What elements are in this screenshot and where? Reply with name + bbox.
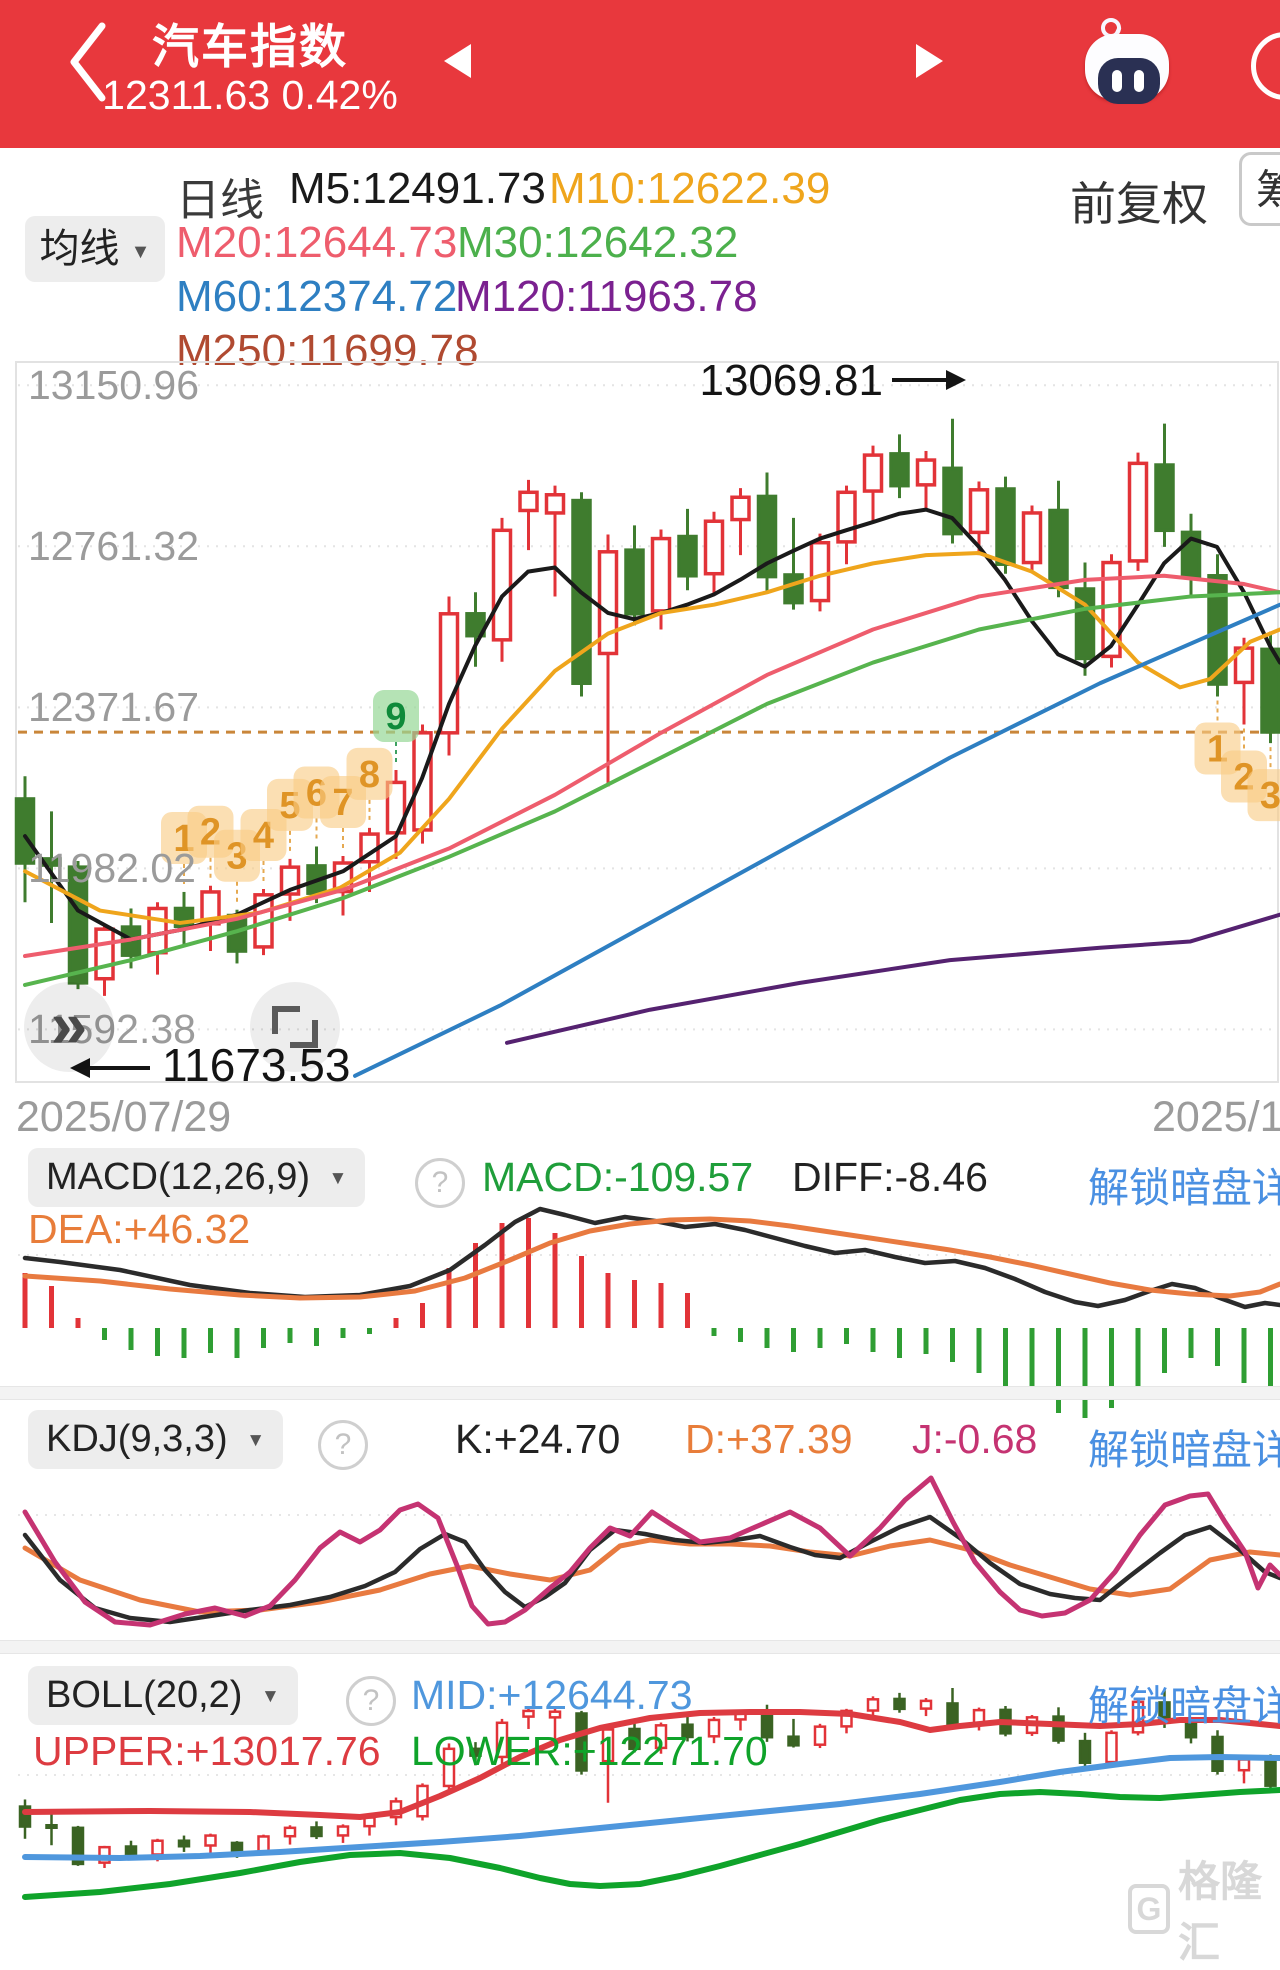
svg-text:8: 8 (359, 754, 380, 796)
candle (1156, 465, 1173, 530)
unlock-dark-pool-link[interactable]: 解锁暗盘详情 (1088, 1416, 1280, 1476)
candle (891, 454, 908, 486)
y-axis-label: 13150.96 (28, 363, 199, 407)
boll-help-icon[interactable]: ? (346, 1676, 396, 1726)
panel-divider (0, 1640, 1280, 1654)
chevron-down-icon: ▼ (261, 1686, 280, 1707)
candle (679, 537, 696, 576)
y-axis-label: 12761.32 (28, 524, 199, 568)
unlock-dark-pool-link[interactable]: 解锁暗盘详情 (1088, 1672, 1280, 1732)
macd-value: MACD:-109.57 (482, 1154, 753, 1201)
candle (149, 908, 166, 952)
unlock-dark-pool-link[interactable]: 解锁暗盘详情 (1088, 1154, 1280, 1214)
k-value: K:+24.70 (455, 1416, 620, 1463)
svg-text:9: 9 (385, 696, 406, 738)
chevron-down-icon: ▼ (329, 1168, 348, 1189)
panel-divider (0, 1386, 1280, 1400)
date-axis-end: 2025/11 (1152, 1093, 1280, 1142)
gelonghui-text: 格隆汇 (1178, 1848, 1280, 1970)
fullscreen-icon (290, 1020, 318, 1048)
candle (732, 497, 749, 519)
candle (918, 460, 935, 485)
candle (1130, 463, 1147, 561)
candle (547, 495, 564, 513)
boll-lower-value: LOWER:+12271.70 (411, 1728, 768, 1775)
fullscreen-button[interactable] (250, 982, 340, 1072)
candle (865, 455, 882, 491)
chevron-down-icon: ▼ (246, 1430, 265, 1451)
boll-pill-label: BOLL(20,2) (46, 1674, 242, 1716)
candle (706, 521, 723, 573)
y-axis-label: 11982.02 (28, 846, 196, 890)
macd-pill-label: MACD(12,26,9) (46, 1156, 310, 1198)
candle (785, 575, 802, 603)
boll-indicator-pill[interactable]: BOLL(20,2) ▼ (28, 1666, 298, 1725)
macd-help-icon[interactable]: ? (415, 1158, 465, 1208)
candle (812, 543, 829, 601)
kdj-indicator-pill[interactable]: KDJ(9,3,3) ▼ (28, 1410, 283, 1469)
dea-value: DEA:+46.32 (28, 1206, 250, 1253)
candle (1050, 510, 1067, 587)
candle (653, 539, 670, 611)
macd-indicator-pill[interactable]: MACD(12,26,9) ▼ (28, 1148, 365, 1207)
candle (1262, 649, 1279, 732)
kdj-help-icon[interactable]: ? (318, 1420, 368, 1470)
date-axis-start: 2025/07/29 (16, 1093, 231, 1142)
gelonghui-watermark: G 格隆汇 (1128, 1848, 1280, 1970)
candle (494, 530, 511, 640)
candle (626, 550, 643, 614)
expand-more-button[interactable]: » (24, 982, 114, 1072)
boll-upper-value: UPPER:+13017.76 (33, 1728, 381, 1775)
diff-value: DIFF:-8.46 (792, 1154, 988, 1201)
kdj-pill-label: KDJ(9,3,3) (46, 1418, 228, 1460)
y-axis-label: 12371.67 (28, 685, 199, 729)
candle (1024, 513, 1041, 563)
candle (96, 929, 113, 979)
high-annotation: 13069.81 (655, 356, 883, 406)
candle (838, 492, 855, 542)
d-value: D:+37.39 (685, 1416, 853, 1463)
candle (520, 492, 537, 510)
candle (997, 489, 1014, 564)
j-value: J:-0.68 (912, 1416, 1037, 1463)
candle (971, 490, 988, 533)
boll-mid-value: MID:+12644.73 (411, 1672, 693, 1719)
gelonghui-logo: G (1128, 1884, 1170, 1934)
svg-text:3: 3 (1260, 775, 1280, 817)
